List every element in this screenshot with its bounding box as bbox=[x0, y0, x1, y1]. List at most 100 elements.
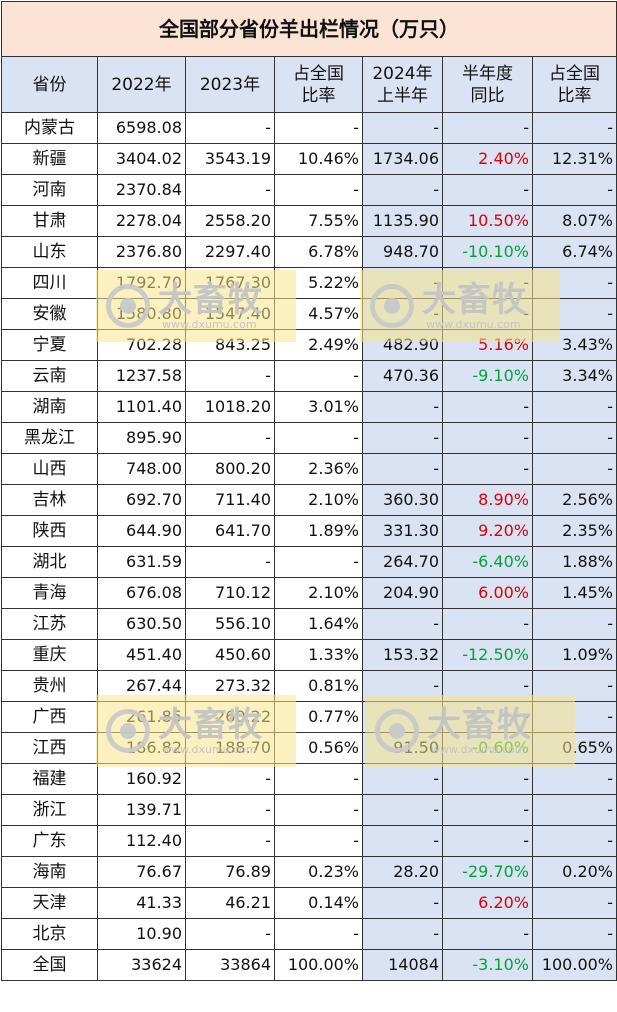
h2024-cell: - bbox=[362, 670, 443, 702]
share2023-cell: 2.10% bbox=[274, 484, 363, 516]
share2023-cell: 2.10% bbox=[274, 577, 363, 609]
province-cell: 湖南 bbox=[1, 391, 98, 423]
y2022-cell: 33624 bbox=[97, 949, 186, 981]
y2022-cell: 267.44 bbox=[97, 670, 186, 702]
share2024-cell: - bbox=[532, 670, 617, 702]
share2024-cell: - bbox=[532, 391, 617, 423]
h2024-cell: 28.20 bbox=[362, 856, 443, 888]
yoy-cell: 8.90% bbox=[442, 484, 533, 516]
yoy-cell: - bbox=[442, 825, 533, 857]
y2023-cell: 1767.30 bbox=[185, 267, 275, 299]
share2023-cell: - bbox=[274, 422, 363, 454]
table-row: 重庆 451.40 450.60 1.33% 153.32 -12.50% 1.09% bbox=[1, 639, 617, 671]
h2024-cell: 470.36 bbox=[362, 360, 443, 392]
yoy-cell: 5.16% bbox=[442, 329, 533, 361]
header-year-2022: 2022年 bbox=[97, 56, 186, 113]
y2023-cell: 843.25 bbox=[185, 329, 275, 361]
h2024-cell: - bbox=[362, 298, 443, 330]
table-row: 北京 10.90- - - - - bbox=[1, 918, 617, 950]
province-cell: 贵州 bbox=[1, 670, 98, 702]
y2023-cell: - bbox=[185, 174, 275, 206]
y2023-cell: 1018.20 bbox=[185, 391, 275, 423]
header-province: 省份 bbox=[1, 56, 98, 113]
y2022-cell: 10.90 bbox=[97, 918, 186, 950]
table-row: 甘肃 2278.04 2558.20 7.55% 1135.90 10.50% 8.07% bbox=[1, 205, 617, 237]
y2022-cell: 692.70 bbox=[97, 484, 186, 516]
y2022-cell: 2370.84 bbox=[97, 174, 186, 206]
y2022-cell: 1101.40 bbox=[97, 391, 186, 423]
share2023-cell: 1.64% bbox=[274, 608, 363, 640]
table-row: 福建 160.92- - - - - bbox=[1, 763, 617, 795]
share2024-cell: - bbox=[532, 112, 617, 144]
h2024-cell: 1135.90 bbox=[362, 205, 443, 237]
share2023-cell: 1.33% bbox=[274, 639, 363, 671]
table-row: 河南 2370.84- - - - - bbox=[1, 174, 617, 206]
sheep-slaughter-table: 全国部分省份羊出栏情况（万只） 省份 2022年 2023年 占全国 比率 2024年 … bbox=[1, 1, 617, 981]
yoy-cell: 6.20% bbox=[442, 887, 533, 919]
province-cell: 新疆 bbox=[1, 143, 98, 175]
y2022-cell: 644.90 bbox=[97, 515, 186, 547]
yoy-cell: -3.10% bbox=[442, 949, 533, 981]
y2023-cell: 450.60 bbox=[185, 639, 275, 671]
y2022-cell: 702.28 bbox=[97, 329, 186, 361]
share2023-cell: 3.01% bbox=[274, 391, 363, 423]
province-cell: 青海 bbox=[1, 577, 98, 609]
yoy-cell: - bbox=[442, 794, 533, 826]
y2023-cell: - bbox=[185, 422, 275, 454]
h2024-cell: - bbox=[362, 453, 443, 485]
y2022-cell: 76.67 bbox=[97, 856, 186, 888]
province-cell: 山西 bbox=[1, 453, 98, 485]
h2024-cell: 360.30 bbox=[362, 484, 443, 516]
yoy-cell: 10.50% bbox=[442, 205, 533, 237]
share2024-cell: 12.31% bbox=[532, 143, 617, 175]
y2022-cell: 261.85 bbox=[97, 701, 186, 733]
y2023-cell: 260.22 bbox=[185, 701, 275, 733]
province-cell: 内蒙古 bbox=[1, 112, 98, 144]
province-cell: 广西 bbox=[1, 701, 98, 733]
y2022-cell: 6598.08 bbox=[97, 112, 186, 144]
h2024-cell: - bbox=[362, 794, 443, 826]
share2024-cell: 2.56% bbox=[532, 484, 617, 516]
y2022-cell: 139.71 bbox=[97, 794, 186, 826]
yoy-cell: - bbox=[442, 918, 533, 950]
province-cell: 浙江 bbox=[1, 794, 98, 826]
share2023-cell: 0.23% bbox=[274, 856, 363, 888]
share2024-cell: 1.09% bbox=[532, 639, 617, 671]
y2023-cell: 2297.40 bbox=[185, 236, 275, 268]
share2024-cell: - bbox=[532, 174, 617, 206]
y2022-cell: 676.08 bbox=[97, 577, 186, 609]
share2024-cell: - bbox=[532, 794, 617, 826]
yoy-cell: - bbox=[442, 422, 533, 454]
province-cell: 北京 bbox=[1, 918, 98, 950]
h2024-cell: - bbox=[362, 174, 443, 206]
share2023-cell: - bbox=[274, 763, 363, 795]
share2024-cell: - bbox=[532, 608, 617, 640]
share2023-cell: 0.77% bbox=[274, 701, 363, 733]
province-cell: 黑龙江 bbox=[1, 422, 98, 454]
table-row: 青海 676.08 710.12 2.10% 204.90 6.00% 1.45% bbox=[1, 577, 617, 609]
y2022-cell: 41.33 bbox=[97, 887, 186, 919]
y2023-cell: - bbox=[185, 360, 275, 392]
y2023-cell: - bbox=[185, 112, 275, 144]
h2024-cell: - bbox=[362, 608, 443, 640]
share2023-cell: 5.22% bbox=[274, 267, 363, 299]
share2023-cell: 7.55% bbox=[274, 205, 363, 237]
y2023-cell: 1547.40 bbox=[185, 298, 275, 330]
header-year-2023: 2023年 bbox=[185, 56, 275, 113]
h2024-cell: - bbox=[362, 887, 443, 919]
yoy-cell: 6.00% bbox=[442, 577, 533, 609]
y2023-cell: 556.10 bbox=[185, 608, 275, 640]
share2023-cell: 1.89% bbox=[274, 515, 363, 547]
h2024-cell: 14084 bbox=[362, 949, 443, 981]
table-row: 山东 2376.80 2297.40 6.78% 948.70 -10.10% 6.74% bbox=[1, 236, 617, 268]
yoy-cell: 9.20% bbox=[442, 515, 533, 547]
y2023-cell: - bbox=[185, 763, 275, 795]
header-share-2023: 占全国 比率 bbox=[274, 56, 363, 113]
share2024-cell: 1.88% bbox=[532, 546, 617, 578]
y2023-cell: - bbox=[185, 825, 275, 857]
yoy-cell: - bbox=[442, 112, 533, 144]
h2024-cell: - bbox=[362, 918, 443, 950]
y2022-cell: 1237.58 bbox=[97, 360, 186, 392]
yoy-cell: -0.60% bbox=[442, 732, 533, 764]
h2024-cell: - bbox=[362, 701, 443, 733]
